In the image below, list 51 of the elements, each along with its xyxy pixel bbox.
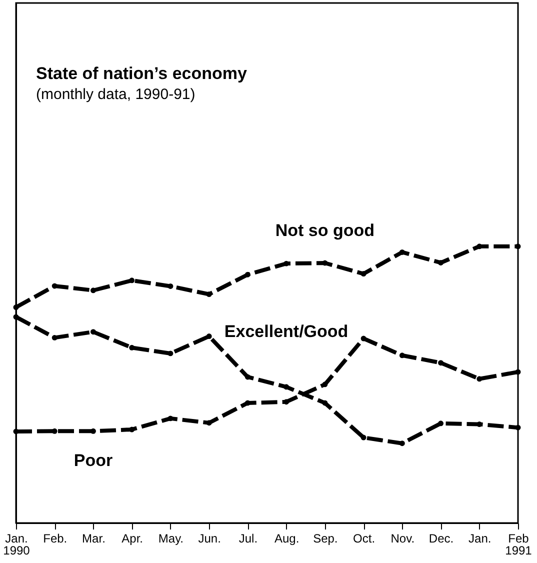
x-tick-label: Feb. bbox=[43, 532, 68, 546]
point bbox=[13, 314, 19, 320]
x-tick-label: Apr. bbox=[122, 532, 144, 546]
x-tick-label: Oct. bbox=[353, 532, 376, 546]
x-tick-label: Dec. bbox=[428, 532, 454, 546]
x-tick-label: Jul. bbox=[238, 532, 258, 546]
point bbox=[399, 249, 405, 255]
point bbox=[129, 278, 135, 284]
series-label: Excellent/Good bbox=[224, 322, 348, 341]
x-tick-label: Jan. 1990 bbox=[3, 532, 30, 558]
point bbox=[322, 400, 328, 406]
x-tick-label: Feb 1991 bbox=[505, 532, 532, 558]
point bbox=[284, 384, 290, 390]
series-label: Not so good bbox=[275, 221, 374, 240]
chart-title: State of nation’s economy bbox=[36, 64, 248, 83]
point bbox=[515, 244, 521, 250]
point bbox=[90, 329, 96, 335]
point bbox=[284, 399, 290, 405]
point bbox=[168, 350, 174, 356]
point bbox=[360, 336, 366, 342]
point bbox=[244, 374, 250, 380]
x-tick-label: Sep. bbox=[313, 532, 338, 546]
point bbox=[515, 369, 521, 375]
point bbox=[206, 292, 212, 297]
point bbox=[244, 400, 250, 406]
point bbox=[399, 352, 405, 358]
point bbox=[52, 283, 58, 289]
series-label: Poor bbox=[74, 451, 113, 470]
point bbox=[438, 360, 444, 366]
point bbox=[322, 260, 328, 266]
x-tick-label: Nov. bbox=[390, 532, 415, 546]
x-tick-label: May. bbox=[158, 532, 184, 546]
x-tick-label: Mar. bbox=[82, 532, 106, 546]
point bbox=[244, 272, 250, 278]
point bbox=[13, 304, 19, 310]
point bbox=[168, 416, 174, 422]
point bbox=[360, 271, 366, 277]
x-tick-label: Aug. bbox=[274, 532, 300, 546]
point bbox=[129, 426, 135, 432]
x-tick-label: Jun. bbox=[198, 532, 221, 546]
point bbox=[52, 334, 58, 340]
point bbox=[360, 434, 366, 440]
point bbox=[515, 424, 521, 430]
chart-subtitle: (monthly data, 1990-91) bbox=[36, 86, 196, 103]
point bbox=[90, 288, 96, 294]
point bbox=[438, 420, 444, 426]
point bbox=[322, 382, 328, 388]
point bbox=[438, 260, 444, 266]
x-tick-label: Jan. bbox=[468, 532, 492, 546]
point bbox=[168, 284, 174, 289]
point bbox=[206, 334, 212, 340]
